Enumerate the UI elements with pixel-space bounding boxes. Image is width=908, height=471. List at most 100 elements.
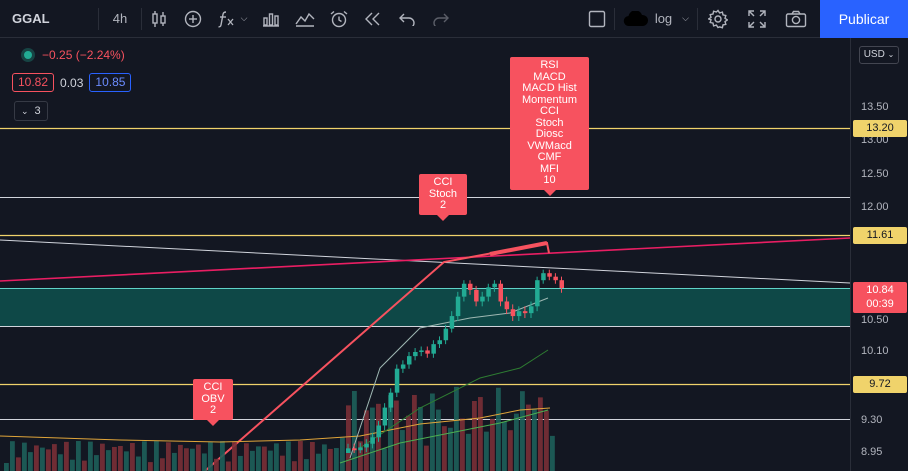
last-price-tag: 10.84 00:39 (853, 282, 907, 313)
trendline-white (0, 239, 850, 284)
volume-bar (130, 442, 135, 471)
volume-bar (442, 426, 447, 471)
volume-bar (436, 409, 441, 471)
volume-bar (238, 455, 243, 471)
spread-value: 0.03 (60, 75, 84, 90)
volume-bar (22, 442, 27, 471)
sell-price-button[interactable]: 10.82 (12, 73, 55, 92)
candle (382, 407, 388, 426)
volume-bar (244, 443, 249, 471)
callout-line: OBV (201, 392, 225, 405)
volume-bar (142, 441, 147, 471)
volume-bar (526, 404, 531, 471)
callout-line: Stoch (535, 116, 564, 129)
volume-bar (262, 446, 267, 471)
templates-button[interactable] (254, 0, 288, 38)
candle (358, 447, 363, 451)
volume-bar (190, 448, 195, 471)
volume-bar (454, 386, 459, 471)
callout-line: Momentum (521, 93, 578, 106)
candle (364, 443, 369, 448)
callout-line: 2 (439, 199, 447, 211)
toolbar-divider (697, 7, 698, 30)
volume-bar (250, 450, 255, 471)
signal-callout[interactable]: CCI OBV 2 (193, 379, 233, 425)
strategy-button[interactable] (288, 0, 322, 38)
chart-style-button[interactable] (142, 0, 176, 38)
publish-button[interactable]: Publicar (820, 0, 908, 38)
candle (352, 448, 357, 451)
indicators-toggle[interactable]: ⌄ 3 (14, 101, 48, 121)
volume-bar (88, 441, 93, 471)
volume-bar (52, 444, 57, 471)
volume-bar (424, 445, 429, 471)
fx-icon (217, 10, 234, 28)
volume-bar (148, 462, 153, 471)
candle (449, 316, 455, 329)
buy-price-button[interactable]: 10.85 (89, 73, 132, 92)
indicators-button[interactable]: ⌵ (210, 0, 254, 38)
candle (559, 280, 564, 288)
chart-pane[interactable]: CCI OBV 2 CCI Stoch 2 RSI MACD MACD Hist Moment… (0, 38, 850, 471)
volume-bar (304, 459, 309, 471)
price-tick-label: 10.10 (861, 345, 889, 357)
gear-icon (708, 8, 728, 29)
cloud-save-button[interactable]: log ⌵ (615, 0, 697, 38)
level-price-tag: 11.61 (853, 227, 907, 244)
callout-line: MFI (540, 162, 559, 175)
price-change-value: −0.25 (−2.24%) (42, 48, 125, 62)
undo-icon (399, 13, 415, 26)
volume-bar (184, 448, 189, 471)
cloud-icon (623, 10, 648, 26)
snapshot-button[interactable] (776, 0, 816, 38)
support-zone (0, 289, 850, 326)
redo-button[interactable] (424, 0, 458, 38)
scale-label: log (654, 11, 673, 26)
chart-canvas[interactable] (0, 38, 850, 471)
volume-bar (172, 452, 177, 471)
callout-line: CCI (203, 381, 223, 393)
candle (486, 287, 491, 297)
fullscreen-button[interactable] (738, 0, 776, 38)
volume-bar (214, 458, 219, 471)
volume-bar (208, 442, 213, 471)
price-axis[interactable]: USD ⌄ 13.50 13.00 12.50 12.00 10.50 10.10 9.30… (850, 38, 908, 471)
volume-bar (334, 448, 339, 471)
settings-button[interactable] (698, 0, 738, 38)
compare-button[interactable] (176, 0, 210, 38)
volume-bar (196, 444, 201, 471)
market-status-icon (24, 51, 32, 59)
volume-bar (466, 433, 471, 471)
volume-bar (268, 450, 273, 471)
volume-bar (118, 445, 123, 471)
candle (522, 311, 528, 314)
volume-bar (16, 457, 21, 471)
volume-bar (94, 455, 99, 471)
interval-button[interactable]: 4h (112, 11, 128, 26)
price-change: −0.25 (−2.24%) (24, 48, 125, 62)
trendline-pink (0, 237, 850, 282)
candle (400, 364, 406, 369)
camera-icon (785, 10, 807, 27)
price-tick-label: 12.00 (861, 201, 889, 213)
undo-button[interactable] (390, 0, 424, 38)
replay-button[interactable] (356, 0, 390, 38)
signal-callout[interactable]: RSI MACD MACD Hist Momentum CCI Stoch Diosc VWM… (510, 57, 589, 195)
toolbar-divider (613, 7, 615, 30)
volume-bar (58, 454, 63, 471)
candle (504, 301, 510, 310)
candle (541, 273, 546, 281)
alert-button[interactable] (322, 0, 356, 38)
volume-bar (166, 442, 171, 471)
volume-bar (4, 463, 9, 471)
price-tick-label: 13.00 (861, 134, 889, 146)
signal-callout[interactable]: CCI Stoch 2 (419, 174, 467, 220)
currency-select[interactable]: USD ⌄ (859, 46, 899, 64)
volume-bar (430, 393, 435, 471)
symbol-search[interactable]: GGAL (12, 11, 50, 26)
volume-bar (298, 441, 303, 471)
volume-bar (484, 431, 489, 471)
candle (492, 283, 497, 288)
volume-bar (490, 418, 495, 471)
layout-button[interactable] (580, 0, 614, 38)
